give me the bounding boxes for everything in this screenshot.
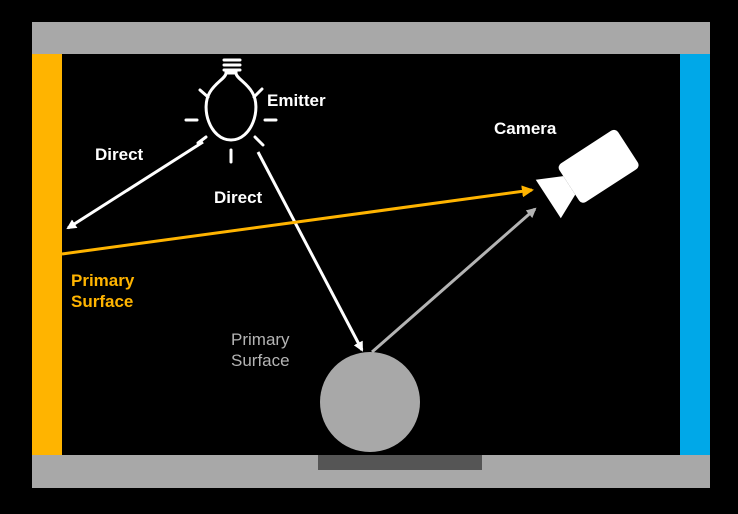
right-wall [680,54,710,455]
direct-label-center: Direct [214,188,263,207]
primary-surface-left-label: Primary Surface [71,271,135,311]
secondary-ray-sphere [371,207,537,354]
video-camera-icon [535,129,639,219]
floor-pad [318,455,482,470]
left-wall [32,54,62,455]
sphere [320,352,420,452]
direct-ray-center [256,151,364,352]
emitter-label: Emitter [267,91,326,110]
camera-label: Camera [494,119,557,138]
direct-label-left: Direct [95,145,144,164]
primary-ray-wall [61,185,534,256]
light-bulb-icon [184,58,278,164]
ceiling [32,22,710,54]
primary-surface-sphere-label: Primary Surface [231,330,290,370]
direct-ray-left [66,140,204,230]
